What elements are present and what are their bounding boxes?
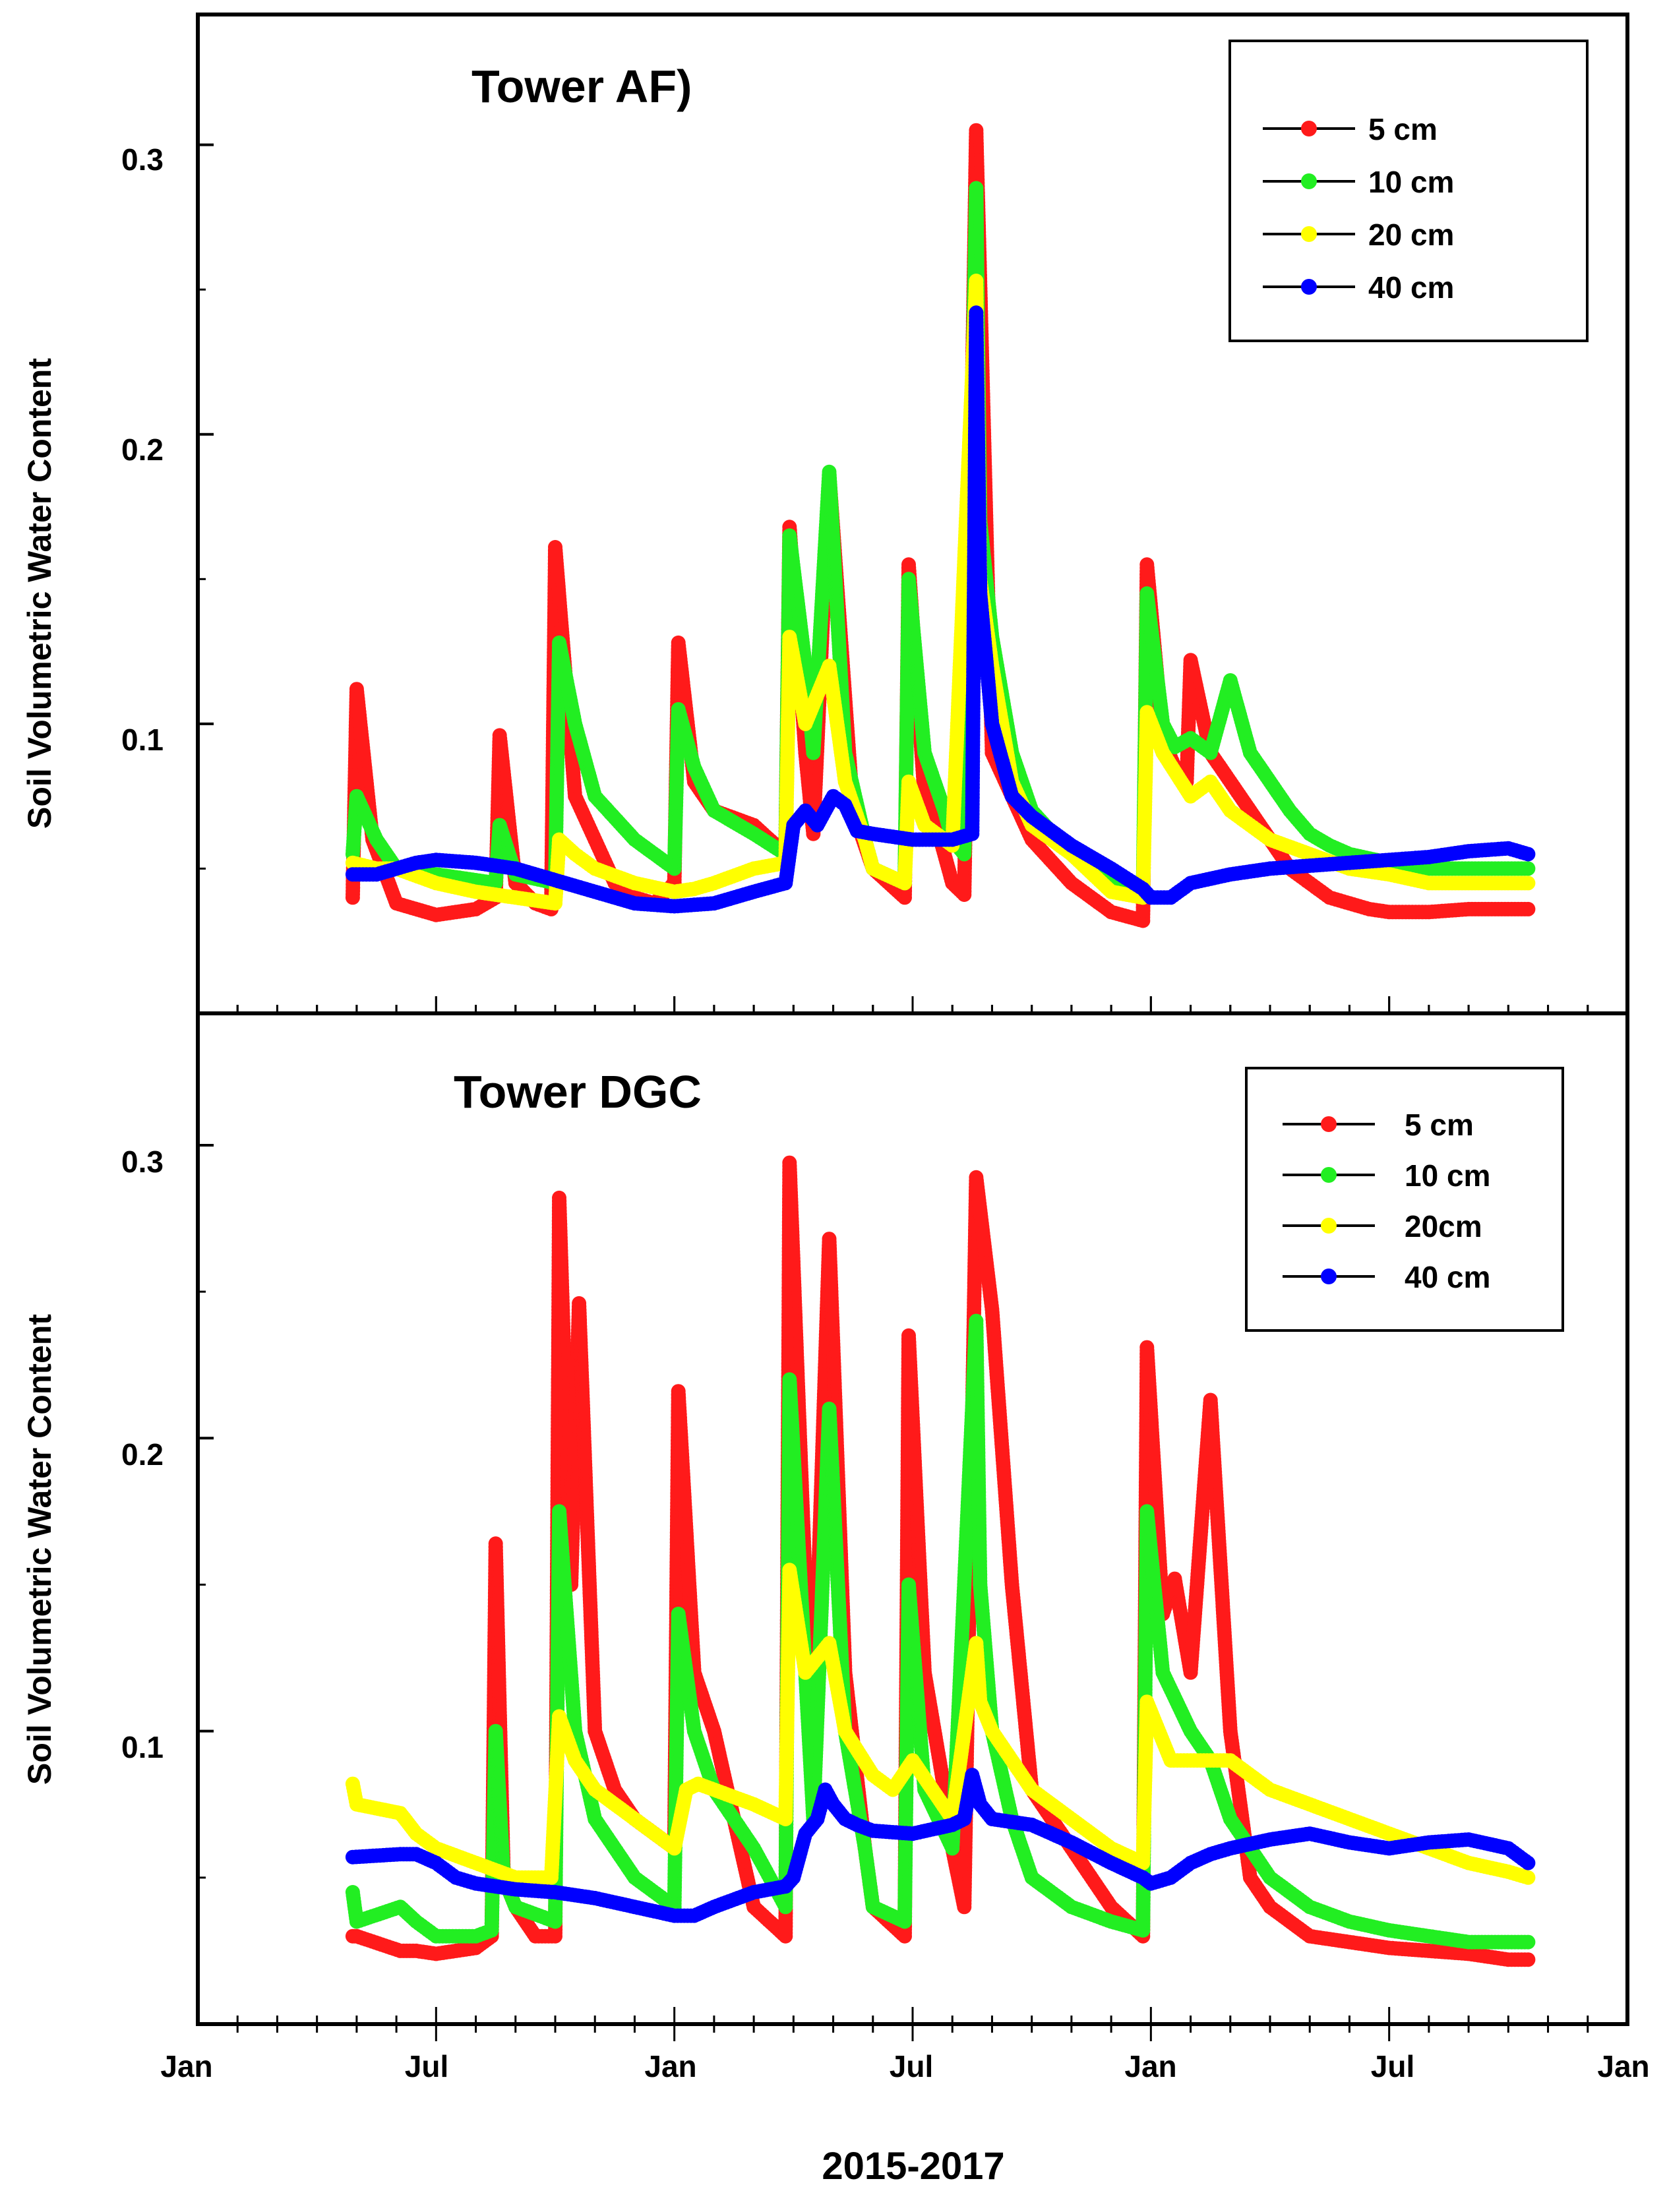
y-axis-label: Soil Volumetric Water Content	[21, 358, 58, 829]
data-point	[1521, 876, 1536, 891]
data-point	[1521, 861, 1536, 876]
y-tick-label: 0.3	[121, 142, 164, 177]
y-tick-label: 0.2	[121, 433, 164, 467]
chart-panel-tower-af: Tower AF) Soil Volumetric Water Content …	[21, 13, 1629, 1015]
data-point	[1521, 901, 1536, 916]
y-tick-label: 0.1	[121, 723, 164, 757]
chart-title: Tower AF)	[471, 61, 692, 112]
series-layer	[345, 123, 1536, 928]
